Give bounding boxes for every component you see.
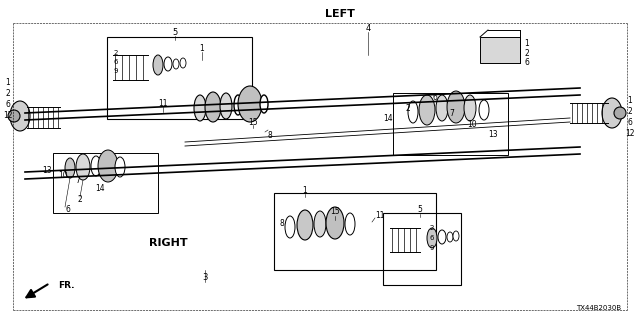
Text: 5: 5 <box>417 205 422 214</box>
Bar <box>107 37 252 119</box>
Ellipse shape <box>453 231 459 241</box>
Circle shape <box>614 107 626 119</box>
Text: 15: 15 <box>248 117 258 126</box>
Bar <box>480 37 520 63</box>
Ellipse shape <box>153 55 163 75</box>
Ellipse shape <box>464 95 476 121</box>
Text: 14: 14 <box>383 114 393 123</box>
Text: 12: 12 <box>3 110 13 119</box>
Text: 6: 6 <box>525 58 529 67</box>
Bar <box>383 213 461 285</box>
Ellipse shape <box>76 154 90 180</box>
Ellipse shape <box>164 57 172 71</box>
Text: 3: 3 <box>202 274 208 283</box>
Text: 7: 7 <box>449 108 454 117</box>
Bar <box>393 93 508 155</box>
Ellipse shape <box>447 91 465 123</box>
Ellipse shape <box>345 213 355 235</box>
Text: 6: 6 <box>65 205 70 214</box>
Ellipse shape <box>314 211 326 237</box>
Text: 6: 6 <box>433 92 437 101</box>
Text: 6: 6 <box>628 117 632 126</box>
Text: 13: 13 <box>488 130 498 139</box>
Ellipse shape <box>602 98 622 128</box>
Text: 6: 6 <box>429 235 435 241</box>
Text: 2: 2 <box>430 225 434 231</box>
Text: 2: 2 <box>114 50 118 56</box>
Ellipse shape <box>10 101 30 131</box>
Ellipse shape <box>194 95 206 121</box>
Text: 14: 14 <box>95 183 105 193</box>
Text: 15: 15 <box>330 207 340 217</box>
Text: 12: 12 <box>625 129 635 138</box>
Ellipse shape <box>427 228 437 248</box>
Text: RIGHT: RIGHT <box>148 238 188 248</box>
Text: 5: 5 <box>172 28 178 36</box>
Ellipse shape <box>180 58 186 68</box>
Ellipse shape <box>98 150 118 182</box>
Text: 8: 8 <box>268 131 273 140</box>
Text: 8: 8 <box>280 219 284 228</box>
Ellipse shape <box>297 210 313 240</box>
Text: 6: 6 <box>114 59 118 65</box>
Ellipse shape <box>436 95 448 121</box>
Ellipse shape <box>220 93 232 119</box>
Ellipse shape <box>173 59 179 69</box>
Ellipse shape <box>91 156 101 176</box>
Text: 1: 1 <box>525 38 529 47</box>
Text: 10: 10 <box>467 119 477 129</box>
Bar <box>274 193 436 270</box>
Text: 2: 2 <box>77 196 83 204</box>
Text: 2: 2 <box>406 103 410 113</box>
Bar <box>53 153 158 213</box>
Ellipse shape <box>479 100 489 120</box>
Text: TX44B2030B: TX44B2030B <box>576 305 621 311</box>
Text: 7: 7 <box>76 175 81 185</box>
Ellipse shape <box>115 157 125 177</box>
Ellipse shape <box>408 101 418 123</box>
Text: 2: 2 <box>6 89 10 98</box>
Text: 13: 13 <box>42 165 52 174</box>
Text: 1: 1 <box>628 95 632 105</box>
Ellipse shape <box>65 158 75 178</box>
Text: LEFT: LEFT <box>325 9 355 19</box>
Ellipse shape <box>419 95 435 125</box>
Ellipse shape <box>234 95 242 115</box>
Ellipse shape <box>326 207 344 239</box>
Text: 6: 6 <box>6 100 10 108</box>
Text: 2: 2 <box>628 107 632 116</box>
Text: FR.: FR. <box>58 282 74 291</box>
Text: 1: 1 <box>6 77 10 86</box>
Text: 10: 10 <box>58 171 68 180</box>
Ellipse shape <box>438 230 446 244</box>
Text: 9: 9 <box>429 245 435 251</box>
Ellipse shape <box>285 216 295 238</box>
Ellipse shape <box>238 86 262 122</box>
Text: 1: 1 <box>303 186 307 195</box>
Text: 9: 9 <box>114 68 118 74</box>
Text: 4: 4 <box>365 23 371 33</box>
Text: 11: 11 <box>375 211 385 220</box>
Circle shape <box>8 110 20 122</box>
Text: 11: 11 <box>158 99 168 108</box>
Ellipse shape <box>205 92 221 122</box>
Ellipse shape <box>260 95 268 113</box>
Text: 2: 2 <box>525 49 529 58</box>
Ellipse shape <box>447 232 453 242</box>
Text: 1: 1 <box>200 44 204 52</box>
